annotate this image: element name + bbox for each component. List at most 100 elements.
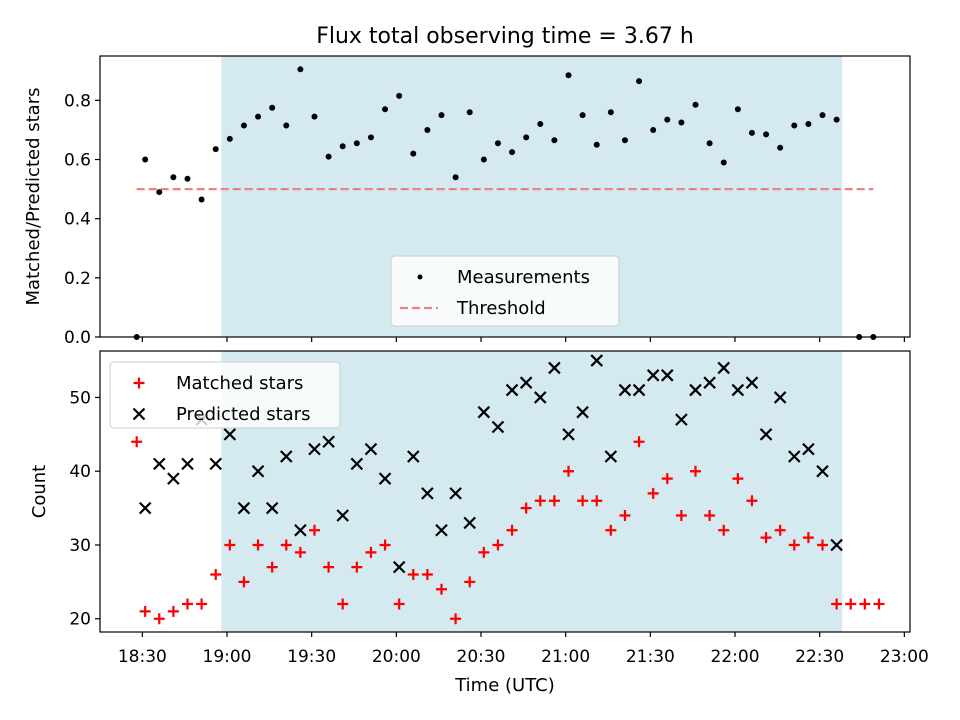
matched-star-point: [591, 495, 603, 507]
y-tick-label: 0.4: [64, 210, 91, 230]
predicted-star-point: [717, 361, 731, 375]
y-tick-label: 40: [69, 462, 91, 482]
matched-star-point: [633, 436, 645, 448]
predicted-star-point: [802, 442, 815, 456]
measurement-point: [593, 141, 600, 148]
measurement-point: [692, 101, 699, 108]
measurement-point: [311, 113, 318, 120]
matched-star-point: [548, 495, 560, 507]
x-tick-label: 21:00: [541, 647, 590, 667]
predicted-star-point: [364, 442, 378, 456]
x-tick-label: 18:30: [118, 647, 167, 667]
y-tick-label: 20: [69, 610, 91, 630]
measurement-point: [184, 175, 191, 182]
matched-star-point: [238, 576, 250, 588]
predicted-star-point: [294, 523, 307, 537]
measurement-point: [396, 92, 403, 99]
predicted-star-point: [731, 383, 745, 397]
predicted-star-point: [223, 428, 237, 441]
matched-star-point: [534, 495, 546, 507]
predicted-star-point: [548, 361, 561, 375]
matched-star-point: [308, 524, 320, 536]
y-tick-label: 0.8: [64, 91, 91, 111]
measurement-point: [353, 140, 360, 147]
matched-star-point: [379, 539, 391, 551]
measurement-point: [240, 122, 247, 129]
predicted-star-point: [773, 391, 787, 404]
matched-star-point: [788, 539, 800, 551]
x-tick-label: 20:30: [457, 647, 506, 667]
predicted-star-point: [661, 369, 674, 382]
predicted-star-point: [505, 383, 519, 397]
y-tick-label: 0.0: [64, 328, 91, 348]
measurement-point: [537, 121, 544, 128]
bottom-panel: 20 30 40 50 18:30 19:00 19:30 20:00 20:30 21:00 21…: [29, 350, 929, 667]
predicted-star-point: [421, 487, 434, 500]
matched-star-point: [845, 598, 857, 610]
matched-star-point: [153, 613, 165, 625]
predicted-star-point: [392, 560, 406, 574]
measurement-point: [777, 144, 784, 151]
predicted-star-point: [449, 487, 462, 500]
matched-star-point: [817, 539, 829, 551]
measurement-point: [748, 129, 755, 136]
x-tick-label: 22:30: [795, 647, 844, 667]
legend-marker-plus: [133, 377, 145, 389]
matched-star-point: [266, 561, 278, 573]
matched-star-point: [873, 598, 885, 610]
predicted-star-point: [604, 450, 618, 463]
measurement-point: [382, 106, 389, 113]
predicted-star-point: [632, 383, 646, 397]
y-tick-label: 30: [69, 536, 91, 556]
matched-star-point: [718, 524, 730, 536]
matched-star-point: [337, 598, 349, 610]
matched-star-point: [139, 605, 151, 617]
predicted-star-point: [209, 457, 222, 471]
predicted-star-point: [816, 464, 829, 478]
measurement-point: [466, 109, 473, 116]
matched-star-point: [393, 598, 405, 610]
matched-star-point: [224, 539, 236, 551]
matched-star-point: [294, 546, 306, 558]
matched-star-point: [365, 546, 377, 558]
matched-star-point: [690, 465, 702, 477]
measurement-point: [607, 109, 614, 116]
x-axis-label: Time (UTC): [454, 675, 555, 696]
matched-star-point: [252, 539, 264, 551]
matched-star-point: [520, 502, 532, 514]
predicted-star-point: [576, 405, 589, 419]
measurement-point: [325, 153, 332, 160]
measurement-point: [269, 104, 276, 111]
predicted-star-point: [590, 354, 604, 367]
measurement-point: [452, 174, 459, 181]
chart-title: Flux total observing time = 3.67 h: [316, 24, 694, 49]
measurement-point: [339, 143, 346, 150]
x-tick-label: 19:30: [287, 647, 336, 667]
matched-star-point: [407, 568, 419, 580]
measurement-point: [226, 135, 233, 142]
predicted-star-point: [703, 376, 716, 389]
matched-star-point: [760, 532, 772, 544]
measurement-point: [212, 146, 219, 153]
matched-star-point: [210, 568, 222, 580]
matched-star-point: [732, 473, 744, 485]
measurement-point: [438, 112, 445, 119]
matched-star-point: [421, 568, 433, 580]
matched-star-point: [435, 583, 447, 595]
predicted-star-point: [491, 420, 505, 434]
legend-label: Matched stars: [176, 373, 303, 394]
measurement-point: [198, 196, 205, 203]
measurement-point: [283, 122, 290, 129]
measurement-point: [579, 112, 586, 119]
predicted-star-point: [152, 457, 166, 471]
x-tick-label: 21:30: [626, 647, 675, 667]
predicted-star-point: [237, 501, 251, 515]
predicted-star-point: [322, 435, 335, 448]
matched-star-point: [167, 605, 179, 617]
predicted-star-point: [378, 472, 392, 485]
y-axis-label: Matched/Predicted stars: [23, 88, 44, 306]
measurement-point: [156, 189, 163, 196]
y-tick-label: 0.6: [64, 151, 91, 171]
measurement-point: [805, 121, 812, 128]
